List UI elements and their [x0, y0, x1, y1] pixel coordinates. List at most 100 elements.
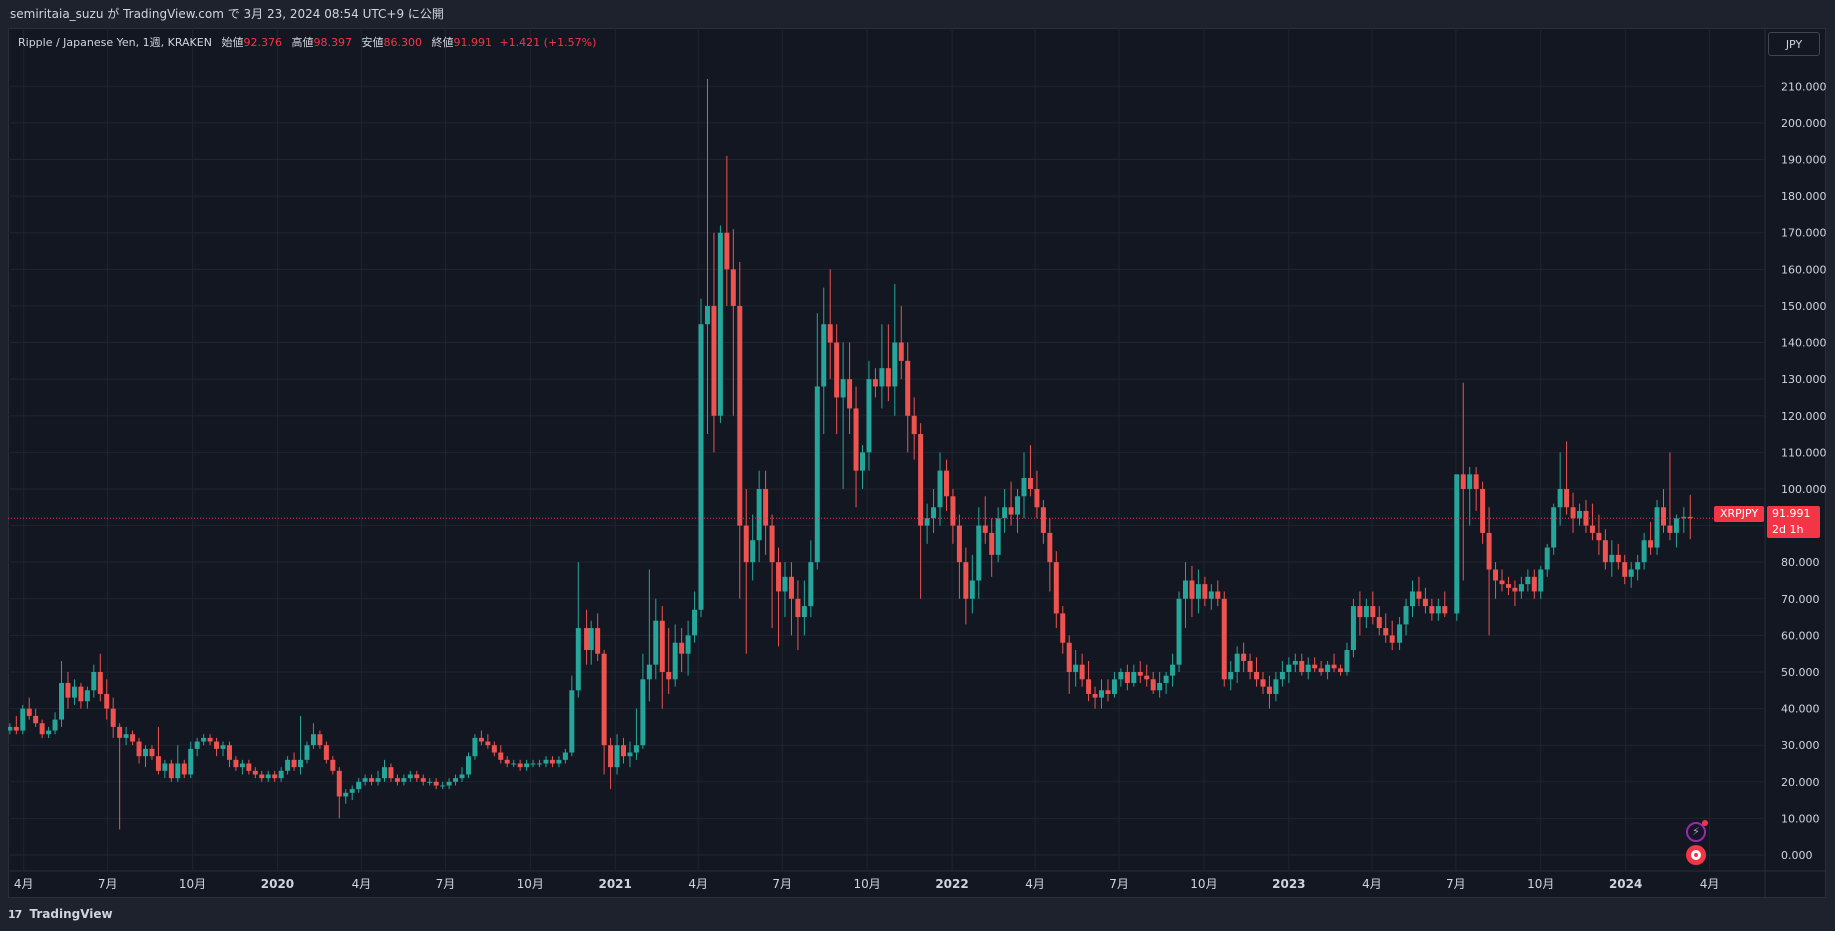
candle-body [1389, 635, 1395, 643]
x-tick-label: 10月 [179, 877, 206, 891]
candle-body [220, 745, 226, 749]
candle [750, 514, 756, 581]
candle [517, 759, 523, 771]
candle-body [1124, 671, 1130, 683]
candle [265, 770, 271, 782]
lightning-icon[interactable]: ⚡ [1686, 822, 1706, 842]
x-tick-label: 2024 [1609, 877, 1642, 891]
candle-body [388, 767, 394, 779]
candle [969, 554, 975, 614]
candle [704, 78, 710, 435]
candle-body [330, 759, 336, 771]
last-price-tag: 91.991 2d 1h [1767, 506, 1820, 538]
candle-body [65, 682, 71, 698]
candle-body [1086, 679, 1092, 694]
candle [808, 540, 814, 618]
candle [8, 723, 13, 735]
candle [465, 752, 471, 779]
candle-body [1460, 474, 1466, 489]
candle-body [8, 726, 13, 731]
candle [220, 741, 226, 757]
candle-body [504, 759, 510, 764]
candle [1066, 635, 1072, 694]
candle [1131, 664, 1137, 687]
candle [394, 774, 400, 786]
candle [1254, 657, 1260, 687]
candle [776, 547, 782, 647]
candle-body [446, 781, 452, 786]
candle [730, 229, 736, 416]
y-tick-label: 70.000 [1781, 593, 1820, 606]
symbol-title[interactable]: Ripple / Japanese Yen, 1週, KRAKEN [18, 36, 212, 49]
candle-body [91, 671, 97, 691]
record-icon[interactable] [1686, 845, 1706, 865]
candle-body [1157, 682, 1163, 691]
x-tick-label: 2020 [261, 877, 294, 891]
candle-body [33, 715, 39, 724]
y-tick-label: 100.000 [1781, 483, 1826, 496]
candle [1060, 606, 1066, 654]
candle [692, 591, 698, 643]
x-tick-label: 4月 [1700, 877, 1720, 891]
candle-body [692, 609, 698, 636]
candle [1221, 591, 1227, 687]
candle-body [1040, 507, 1046, 533]
candle [1564, 441, 1570, 515]
candle [1015, 488, 1021, 533]
candle [847, 342, 853, 435]
candle [110, 697, 116, 738]
candle [1681, 507, 1687, 533]
candle-body [278, 770, 284, 779]
y-tick-label: 30.000 [1781, 739, 1820, 752]
candle [1092, 686, 1098, 709]
candle [530, 759, 536, 768]
candle-body [866, 379, 872, 453]
candle [356, 778, 362, 793]
candle-body [821, 324, 827, 387]
low-label: 安値 [361, 36, 384, 49]
candle [1202, 576, 1208, 607]
candle [1331, 653, 1337, 672]
candle-body [1073, 664, 1079, 672]
price-chart[interactable]: 210.000 200.000 190.000 180.000 170.000 160.0… [8, 28, 1826, 898]
candle [104, 679, 110, 720]
candle-body [1170, 664, 1176, 676]
candle-body [1215, 591, 1221, 599]
footer-brand[interactable]: 17 TradingView [8, 905, 113, 923]
open-label: 始値 [221, 36, 244, 49]
currency-button[interactable]: JPY [1768, 32, 1820, 56]
candle [1111, 671, 1117, 698]
candle [931, 488, 937, 533]
candle-body [362, 778, 368, 782]
candle-body [969, 580, 975, 599]
candle-body [1260, 679, 1266, 687]
candle-body [272, 774, 278, 779]
candle [155, 726, 161, 775]
candle [1609, 540, 1615, 577]
candle-body [847, 379, 853, 409]
candle [737, 262, 743, 599]
candle-body [1254, 671, 1260, 680]
candle [1157, 671, 1163, 698]
candle-body [1318, 668, 1324, 672]
candle [1234, 646, 1240, 683]
candle [1195, 569, 1201, 614]
candle-body [853, 408, 859, 471]
candle-body [298, 759, 304, 768]
candle [117, 723, 123, 830]
candle-body [717, 232, 723, 416]
candle [1570, 492, 1576, 533]
candle [1577, 503, 1583, 526]
candle-body [175, 763, 181, 779]
candle [1622, 554, 1628, 585]
candle [537, 759, 543, 768]
candle-body [1299, 661, 1305, 672]
axes: 210.000 200.000 190.000 180.000 170.000 160.0… [8, 28, 1826, 898]
y-tick-label: 200.000 [1781, 117, 1826, 130]
candle-body [1370, 606, 1376, 618]
candle [1641, 532, 1647, 570]
candle-body [633, 745, 639, 753]
candle [1583, 499, 1589, 533]
candle [65, 671, 71, 709]
candle [1389, 620, 1395, 651]
